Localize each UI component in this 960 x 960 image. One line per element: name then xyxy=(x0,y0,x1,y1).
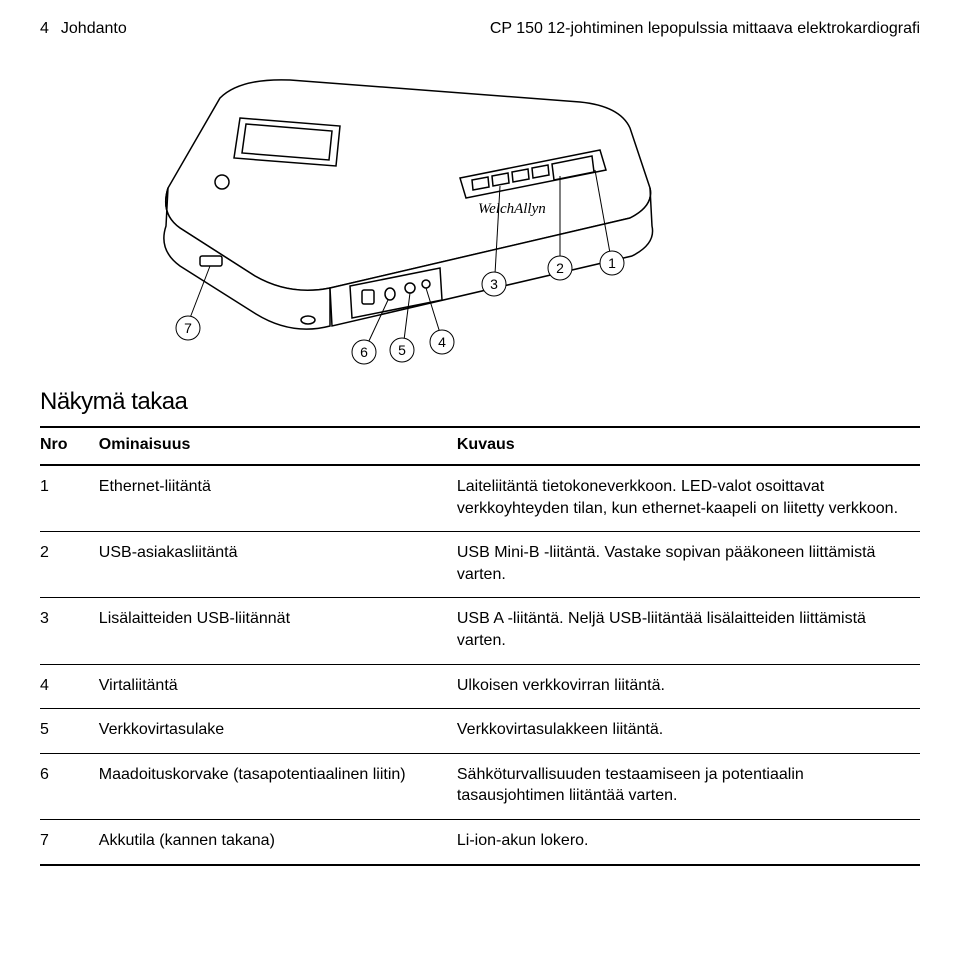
section-title: Johdanto xyxy=(61,20,127,38)
cell-feature: Lisälaitteiden USB-liitännät xyxy=(99,598,457,664)
col-feature-header: Ominaisuus xyxy=(99,427,457,465)
feature-table: Nro Ominaisuus Kuvaus 1 Ethernet-liitänt… xyxy=(40,426,920,866)
cell-desc: Verkkovirtasulakkeen liitäntä. xyxy=(457,709,920,754)
callout-2: 2 xyxy=(556,260,564,276)
cell-desc: Ulkoisen verkkovirran liitäntä. xyxy=(457,664,920,709)
cell-desc: Li-ion-akun lokero. xyxy=(457,819,920,864)
table-row: 5 Verkkovirtasulake Verkkovirtasulakkeen… xyxy=(40,709,920,754)
cell-nro: 6 xyxy=(40,753,99,819)
table-row: 1 Ethernet-liitäntä Laiteliitäntä tietok… xyxy=(40,465,920,532)
callout-3: 3 xyxy=(490,276,498,292)
subtitle: Näkymä takaa xyxy=(40,388,960,416)
col-desc-header: Kuvaus xyxy=(457,427,920,465)
cell-nro: 2 xyxy=(40,532,99,598)
callout-4: 4 xyxy=(438,334,446,350)
cell-desc: Laiteliitäntä tietokoneverkkoon. LED-val… xyxy=(457,465,920,532)
table-row: 3 Lisälaitteiden USB-liitännät USB A -li… xyxy=(40,598,920,664)
page-header: 4 Johdanto CP 150 12-johtiminen lepopuls… xyxy=(40,20,920,38)
table-header-row: Nro Ominaisuus Kuvaus xyxy=(40,427,920,465)
table-row: 2 USB-asiakasliitäntä USB Mini-B -liitän… xyxy=(40,532,920,598)
cell-feature: Ethernet-liitäntä xyxy=(99,465,457,532)
callout-1: 1 xyxy=(608,255,616,271)
cell-nro: 3 xyxy=(40,598,99,664)
cell-feature: Akkutila (kannen takana) xyxy=(99,819,457,864)
cell-feature: Verkkovirtasulake xyxy=(99,709,457,754)
table-row: 6 Maadoituskorvake (tasapotentiaalinen l… xyxy=(40,753,920,819)
callout-5: 5 xyxy=(398,342,406,358)
header-left: 4 Johdanto xyxy=(40,20,127,38)
cell-nro: 5 xyxy=(40,709,99,754)
cell-nro: 4 xyxy=(40,664,99,709)
page-root: 4 Johdanto CP 150 12-johtiminen lepopuls… xyxy=(0,0,960,960)
callout-7: 7 xyxy=(184,320,192,336)
table-row: 4 Virtaliitäntä Ulkoisen verkkovirran li… xyxy=(40,664,920,709)
cell-desc: Sähköturvallisuuden testaamiseen ja pote… xyxy=(457,753,920,819)
table-row: 7 Akkutila (kannen takana) Li-ion-akun l… xyxy=(40,819,920,864)
cell-feature: Virtaliitäntä xyxy=(99,664,457,709)
cell-desc: USB A -liitäntä. Neljä USB-liitäntää lis… xyxy=(457,598,920,664)
col-nro-header: Nro xyxy=(40,427,99,465)
cell-feature: USB-asiakasliitäntä xyxy=(99,532,457,598)
device-diagram: WelchAllyn xyxy=(40,58,740,368)
brand-label: WelchAllyn xyxy=(478,201,546,217)
cell-feature: Maadoituskorvake (tasapotentiaalinen lii… xyxy=(99,753,457,819)
cell-nro: 7 xyxy=(40,819,99,864)
cell-desc: USB Mini-B -liitäntä. Vastake sopivan pä… xyxy=(457,532,920,598)
cell-nro: 1 xyxy=(40,465,99,532)
product-title: CP 150 12-johtiminen lepopulssia mittaav… xyxy=(490,20,920,38)
page-number: 4 xyxy=(40,20,49,38)
callout-6: 6 xyxy=(360,344,368,360)
